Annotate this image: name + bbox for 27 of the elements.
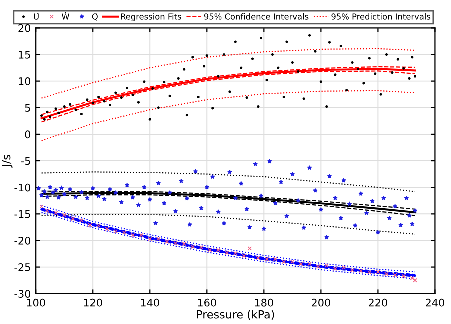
- y-tick-label: 5: [25, 104, 30, 112]
- y-tick-label: 0: [25, 130, 31, 139]
- y-tick-label: 15: [19, 51, 30, 59]
- legend-label: 95% Confidence Intervals: [204, 14, 309, 20]
- legend-label: 95% Prediction Intervals: [332, 14, 431, 20]
- legend-label: Ẇ: [62, 12, 70, 20]
- y-tick-label: -10: [14, 184, 31, 192]
- x-tick-label: 120: [84, 298, 102, 307]
- y-tick-label: -20: [14, 236, 31, 245]
- y-axis-title: J/s: [2, 155, 13, 168]
- x-tick-label: 220: [369, 298, 388, 307]
- legend-label: Regression Fits: [121, 14, 182, 22]
- y-tick-label: 20: [18, 24, 31, 32]
- x-tick-label: 180: [255, 298, 274, 307]
- y-tick-label: -5: [21, 157, 30, 166]
- legend-label: U̇: [34, 14, 39, 20]
- y-tick-label: -25: [14, 264, 30, 272]
- x-tick-label: 160: [198, 298, 216, 307]
- y-tick-label: -15: [14, 210, 30, 218]
- x-tick-label: 100: [27, 298, 46, 307]
- y-tick-label: 10: [19, 78, 31, 86]
- y-tick-label: -30: [14, 290, 31, 298]
- x-tick-label: 140: [141, 298, 160, 307]
- x-tick-label: 240: [426, 298, 444, 307]
- x-axis-title: Pressure (kPa): [197, 310, 274, 320]
- x-tick-label: 200: [312, 298, 330, 307]
- legend-label: Q̇: [92, 14, 98, 21]
